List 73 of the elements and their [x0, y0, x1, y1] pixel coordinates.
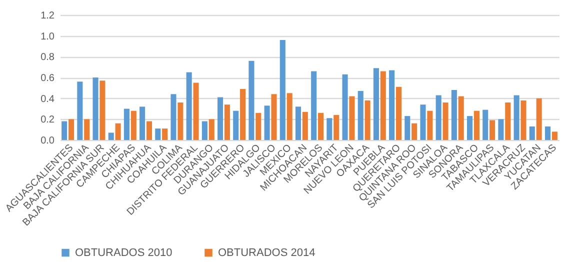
bar [442, 102, 448, 140]
bar [404, 116, 410, 140]
bar [271, 94, 277, 140]
bar [280, 40, 286, 140]
bar [311, 71, 317, 140]
bar [193, 82, 199, 140]
bar [498, 119, 504, 140]
bar [100, 80, 106, 140]
bar [108, 132, 114, 140]
bar [233, 110, 239, 140]
bar [358, 91, 364, 140]
bar [302, 112, 308, 140]
legend-label: OBTURADOS 2014 [218, 246, 316, 259]
bar [482, 110, 488, 140]
bar [389, 70, 395, 140]
y-tick-label: 0.2 [40, 114, 55, 126]
bar [77, 82, 83, 140]
y-tick-label: 0.0 [40, 136, 55, 146]
bar [224, 104, 230, 140]
bar [248, 60, 254, 140]
bar [178, 102, 184, 140]
bar [186, 72, 192, 140]
bar [170, 94, 176, 140]
bar [326, 118, 332, 140]
bar [364, 100, 370, 140]
bar [529, 126, 535, 140]
bar [318, 112, 324, 140]
bar [342, 74, 348, 140]
bar [240, 88, 246, 140]
bar [202, 121, 208, 140]
bar [490, 120, 496, 140]
y-tick-label: 1.0 [40, 31, 55, 42]
y-tick-label: 0.8 [40, 52, 55, 64]
bar [380, 71, 386, 140]
bar [124, 108, 130, 140]
bar [208, 119, 214, 140]
legend-label: OBTURADOS 2010 [75, 246, 172, 259]
bar [162, 128, 168, 140]
bar [458, 96, 464, 140]
bar [256, 112, 262, 140]
bar [62, 121, 68, 140]
bar [217, 97, 224, 140]
bar [264, 106, 270, 140]
bar [427, 110, 433, 140]
bar [451, 90, 457, 140]
y-tick-label: 1.2 [40, 10, 55, 22]
bar [466, 116, 473, 140]
bar [140, 106, 146, 140]
bar [373, 68, 379, 140]
y-tick-label: 0.4 [40, 94, 55, 105]
bar [544, 126, 551, 140]
bar [412, 123, 418, 140]
bar [536, 98, 542, 140]
bar [520, 100, 526, 140]
bar [420, 104, 426, 140]
bar [68, 119, 74, 140]
bar [155, 128, 161, 140]
bar [92, 78, 98, 140]
bar [84, 119, 90, 140]
bar [295, 106, 302, 140]
bar [130, 110, 136, 140]
bar [436, 95, 442, 140]
bar [146, 121, 152, 140]
bar [396, 86, 402, 140]
bar [505, 102, 511, 140]
bar [334, 115, 340, 140]
y-tick-label: 0.6 [40, 73, 55, 84]
bar [286, 93, 292, 140]
bar [115, 123, 121, 140]
bar [474, 110, 480, 140]
bar [349, 96, 355, 140]
bar [514, 95, 520, 140]
bar [552, 132, 558, 140]
